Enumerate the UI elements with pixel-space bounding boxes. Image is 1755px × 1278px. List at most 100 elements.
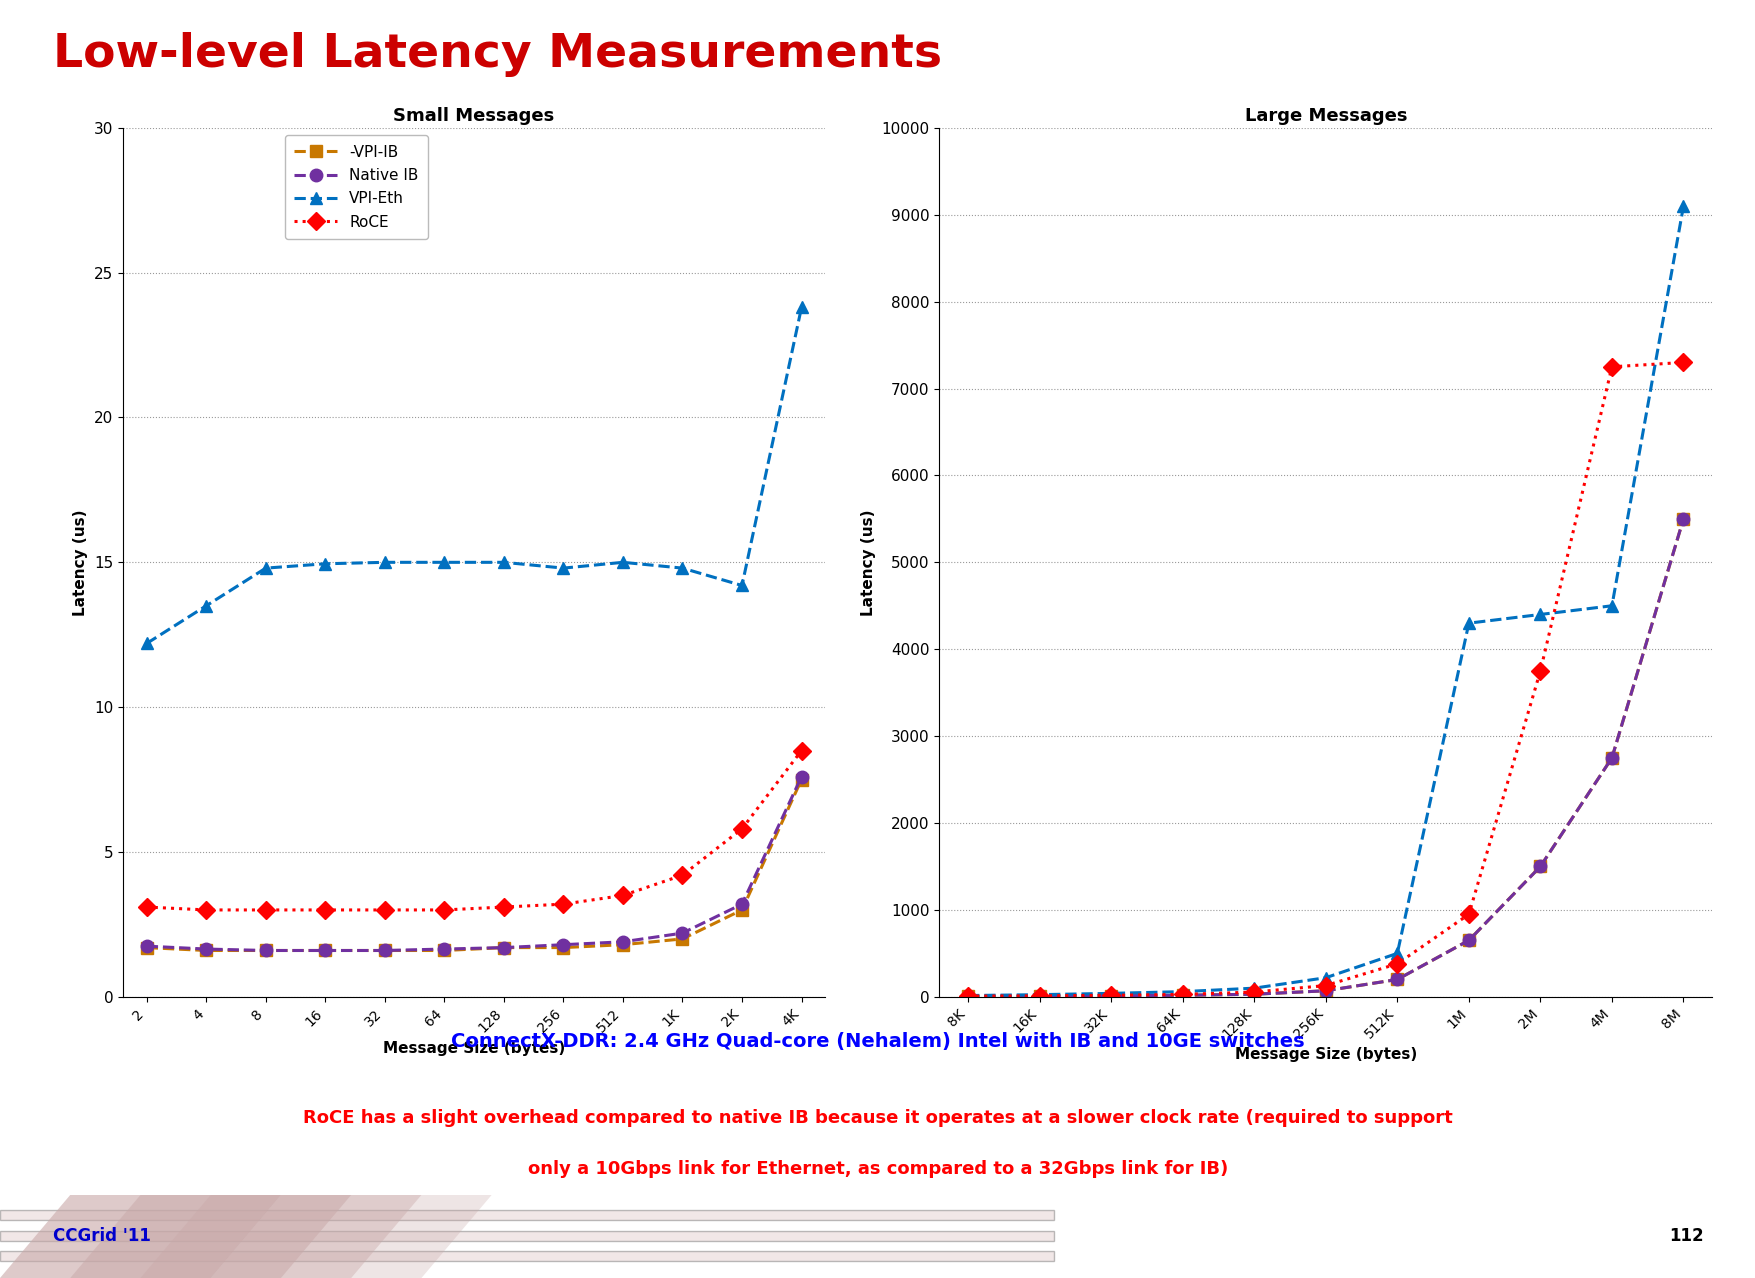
VPI-Eth <box>790 300 811 316</box>
VPI-Eth <box>1028 987 1049 1002</box>
VPI-Eth <box>1601 598 1622 613</box>
-VPI-IB <box>137 939 158 955</box>
Native IB <box>1601 750 1622 766</box>
Text: only a 10Gbps link for Ethernet, as compared to a 32Gbps link for IB): only a 10Gbps link for Ethernet, as comp… <box>528 1160 1227 1178</box>
RoCE <box>195 902 216 918</box>
VPI-Eth <box>195 598 216 613</box>
FancyBboxPatch shape <box>0 1251 1053 1261</box>
Native IB <box>1457 933 1478 948</box>
Title: Small Messages: Small Messages <box>393 107 555 125</box>
Polygon shape <box>0 1195 281 1278</box>
-VPI-IB <box>732 902 753 918</box>
RoCE <box>1457 906 1478 921</box>
Line: Native IB: Native IB <box>140 771 807 957</box>
-VPI-IB <box>493 939 514 955</box>
-VPI-IB <box>672 932 693 947</box>
Polygon shape <box>211 1195 491 1278</box>
Line: VPI-Eth: VPI-Eth <box>962 199 1688 1002</box>
Native IB <box>732 896 753 911</box>
-VPI-IB <box>195 943 216 958</box>
VPI-Eth <box>1529 607 1550 622</box>
Native IB <box>553 937 574 952</box>
-VPI-IB <box>553 939 574 955</box>
Native IB <box>433 942 455 957</box>
VPI-Eth <box>672 561 693 576</box>
Line: Native IB: Native IB <box>962 512 1688 1003</box>
-VPI-IB <box>612 937 634 952</box>
Line: VPI-Eth: VPI-Eth <box>140 302 807 649</box>
RoCE <box>254 902 276 918</box>
VPI-Eth <box>254 561 276 576</box>
Polygon shape <box>140 1195 421 1278</box>
VPI-Eth <box>1172 984 1193 999</box>
VPI-Eth <box>1314 970 1336 985</box>
RoCE <box>374 902 395 918</box>
Native IB <box>1100 988 1121 1003</box>
RoCE <box>1243 984 1264 999</box>
X-axis label: Message Size (bytes): Message Size (bytes) <box>1234 1047 1416 1062</box>
RoCE <box>1529 663 1550 679</box>
Text: RoCE has a slight overhead compared to native IB because it operates at a slower: RoCE has a slight overhead compared to n… <box>304 1109 1451 1127</box>
VPI-Eth <box>433 555 455 570</box>
-VPI-IB <box>1529 859 1550 874</box>
-VPI-IB <box>1601 750 1622 766</box>
-VPI-IB <box>254 943 276 958</box>
Line: -VPI-IB: -VPI-IB <box>962 512 1688 1003</box>
VPI-Eth <box>1457 616 1478 631</box>
-VPI-IB <box>790 772 811 787</box>
Y-axis label: Latency (us): Latency (us) <box>74 509 88 616</box>
RoCE <box>493 900 514 915</box>
VPI-Eth <box>956 988 978 1003</box>
-VPI-IB <box>1457 933 1478 948</box>
RoCE <box>672 868 693 883</box>
VPI-Eth <box>612 555 634 570</box>
VPI-Eth <box>374 555 395 570</box>
Line: RoCE: RoCE <box>962 357 1688 1002</box>
-VPI-IB <box>433 943 455 958</box>
Y-axis label: Latency (us): Latency (us) <box>860 509 876 616</box>
Line: RoCE: RoCE <box>140 744 807 916</box>
VPI-Eth <box>493 555 514 570</box>
VPI-Eth <box>553 561 574 576</box>
-VPI-IB <box>1673 511 1694 527</box>
Line: -VPI-IB: -VPI-IB <box>140 773 807 957</box>
Native IB <box>1243 987 1264 1002</box>
-VPI-IB <box>1386 971 1408 987</box>
Text: ConnectX-DDR: 2.4 GHz Quad-core (Nehalem) Intel with IB and 10GE switches: ConnectX-DDR: 2.4 GHz Quad-core (Nehalem… <box>451 1033 1304 1051</box>
RoCE <box>1386 956 1408 971</box>
Native IB <box>672 925 693 941</box>
Native IB <box>314 943 335 958</box>
RoCE <box>956 988 978 1003</box>
Native IB <box>1172 988 1193 1003</box>
-VPI-IB <box>1243 987 1264 1002</box>
RoCE <box>790 743 811 758</box>
Polygon shape <box>70 1195 351 1278</box>
Legend: -VPI-IB, Native IB, VPI-Eth, RoCE: -VPI-IB, Native IB, VPI-Eth, RoCE <box>284 135 428 239</box>
-VPI-IB <box>1314 983 1336 998</box>
-VPI-IB <box>1172 988 1193 1003</box>
FancyBboxPatch shape <box>0 1231 1053 1241</box>
Native IB <box>790 769 811 785</box>
-VPI-IB <box>1100 988 1121 1003</box>
-VPI-IB <box>1028 988 1049 1003</box>
-VPI-IB <box>314 943 335 958</box>
VPI-Eth <box>1243 980 1264 996</box>
Native IB <box>956 989 978 1005</box>
Native IB <box>1028 988 1049 1003</box>
FancyBboxPatch shape <box>0 1210 1053 1219</box>
RoCE <box>1172 987 1193 1002</box>
RoCE <box>1028 988 1049 1003</box>
RoCE <box>732 822 753 837</box>
Text: 112: 112 <box>1667 1227 1702 1245</box>
Native IB <box>1673 511 1694 527</box>
RoCE <box>1673 355 1694 371</box>
VPI-Eth <box>314 556 335 571</box>
Native IB <box>254 943 276 958</box>
Native IB <box>1314 983 1336 998</box>
VPI-Eth <box>137 635 158 651</box>
Native IB <box>493 939 514 955</box>
RoCE <box>433 902 455 918</box>
RoCE <box>612 888 634 904</box>
X-axis label: Message Size (bytes): Message Size (bytes) <box>383 1040 565 1056</box>
-VPI-IB <box>374 943 395 958</box>
